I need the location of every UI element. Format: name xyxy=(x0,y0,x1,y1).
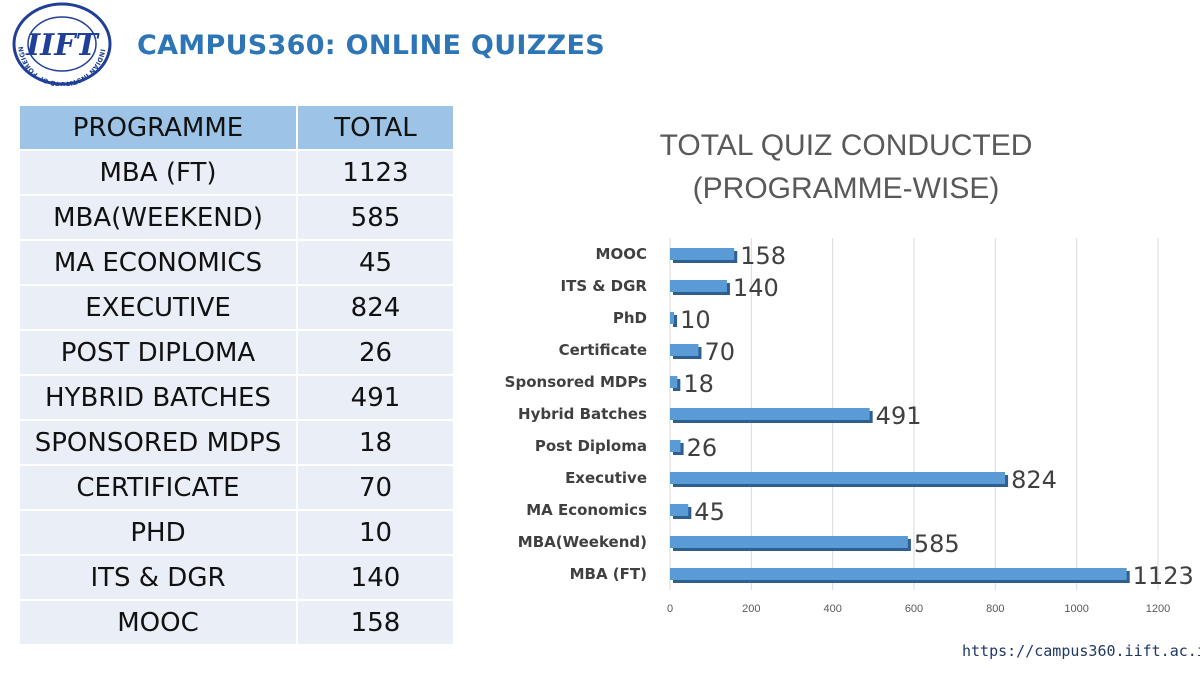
table-row: MA ECONOMICS 45 xyxy=(20,241,453,286)
total-cell: 491 xyxy=(298,376,453,421)
bar xyxy=(670,504,689,516)
table-row: HYBRID BATCHES 491 xyxy=(20,376,453,421)
programme-cell: MA ECONOMICS xyxy=(20,241,298,286)
programme-cell: SPONSORED MDPS xyxy=(20,421,298,466)
table-row: MBA(WEEKEND) 585 xyxy=(20,196,453,241)
x-tick-label: 400 xyxy=(823,603,841,615)
x-tick-label: 200 xyxy=(742,603,760,615)
bar xyxy=(670,568,1127,580)
quiz-bar-chart: TOTAL QUIZ CONDUCTED (PROGRAMME-WISE) 0 200… xyxy=(505,129,1194,615)
table-row: PHD 10 xyxy=(20,511,453,556)
table-row: ITS & DGR 140 xyxy=(20,556,453,601)
programme-cell: EXECUTIVE xyxy=(20,286,298,331)
x-tick-label: 1000 xyxy=(1064,603,1088,615)
bar-shadow xyxy=(673,315,678,327)
data-label: 140 xyxy=(733,274,779,302)
total-cell: 158 xyxy=(298,601,453,646)
programme-cell: CERTIFICATE xyxy=(20,466,298,511)
data-label: 585 xyxy=(914,530,960,558)
x-tick-label: 800 xyxy=(986,603,1004,615)
programme-cell: MBA(WEEKEND) xyxy=(20,196,298,241)
footer-url[interactable]: https://campus360.iift.ac.in xyxy=(962,642,1200,660)
category-label: Sponsored MDPs xyxy=(505,373,647,391)
total-cell: 140 xyxy=(298,556,453,601)
bar xyxy=(670,408,870,420)
bar xyxy=(670,312,675,324)
category-label: MBA (FT) xyxy=(570,565,647,583)
programme-cell: MOOC xyxy=(20,601,298,646)
table-row: MOOC 158 xyxy=(20,601,453,646)
data-label: 158 xyxy=(740,242,786,270)
category-label: PhD xyxy=(613,309,647,327)
total-cell: 10 xyxy=(298,511,453,556)
bar xyxy=(670,248,735,260)
bar xyxy=(670,440,681,452)
category-label: Post Diploma xyxy=(535,437,647,455)
programme-table: PROGRAMME TOTAL MBA (FT) 1123 MBA(WEEKEND… xyxy=(20,106,453,646)
bar xyxy=(670,280,727,292)
total-cell: 45 xyxy=(298,241,453,286)
page-title: CAMPUS360: ONLINE QUIZZES xyxy=(137,30,606,61)
table-row: SPONSORED MDPS 18 xyxy=(20,421,453,466)
bar xyxy=(670,376,678,388)
category-label: MBA(Weekend) xyxy=(518,533,647,551)
data-label: 45 xyxy=(694,498,725,526)
table-row: MBA (FT) 1123 xyxy=(20,151,453,196)
bar xyxy=(670,472,1006,484)
data-label: 26 xyxy=(687,434,718,462)
logo-text: IIFT xyxy=(25,28,100,63)
bar xyxy=(670,344,699,356)
programme-cell: HYBRID BATCHES xyxy=(20,376,298,421)
total-cell: 26 xyxy=(298,331,453,376)
total-cell: 824 xyxy=(298,286,453,331)
bar xyxy=(670,536,908,548)
total-cell: 18 xyxy=(298,421,453,466)
iift-logo: IIFT INDIAN INSTITUTE OF FOREIGN TRADE xyxy=(2,2,112,86)
programme-cell: MBA (FT) xyxy=(20,151,298,196)
category-label: Hybrid Batches xyxy=(518,405,647,423)
category-label: MOOC xyxy=(596,245,647,263)
x-tick-label: 600 xyxy=(905,603,923,615)
data-label: 18 xyxy=(683,370,714,398)
table-row: EXECUTIVE 824 xyxy=(20,286,453,331)
data-label: 10 xyxy=(680,306,711,334)
total-cell: 585 xyxy=(298,196,453,241)
chart-title-line: TOTAL QUIZ CONDUCTED xyxy=(660,129,1033,162)
programme-cell: ITS & DGR xyxy=(20,556,298,601)
column-header-programme: PROGRAMME xyxy=(20,106,298,151)
total-cell: 70 xyxy=(298,466,453,511)
x-tick-label: 0 xyxy=(667,603,673,615)
total-cell: 1123 xyxy=(298,151,453,196)
programme-cell: POST DIPLOMA xyxy=(20,331,298,376)
x-tick-label: 1200 xyxy=(1146,603,1170,615)
category-label: ITS & DGR xyxy=(561,277,648,295)
category-label: Certificate xyxy=(559,341,647,359)
category-label: Executive xyxy=(565,469,647,487)
table-header-row: PROGRAMME TOTAL xyxy=(20,106,453,151)
data-label: 491 xyxy=(876,402,922,430)
data-label: 1123 xyxy=(1133,562,1194,590)
column-header-total: TOTAL xyxy=(298,106,453,151)
table-row: POST DIPLOMA 26 xyxy=(20,331,453,376)
data-label: 70 xyxy=(704,338,735,366)
table-row: CERTIFICATE 70 xyxy=(20,466,453,511)
chart-title-line: (PROGRAMME-WISE) xyxy=(693,172,1000,205)
data-label: 824 xyxy=(1011,466,1057,494)
programme-cell: PHD xyxy=(20,511,298,556)
category-label: MA Economics xyxy=(526,501,647,519)
